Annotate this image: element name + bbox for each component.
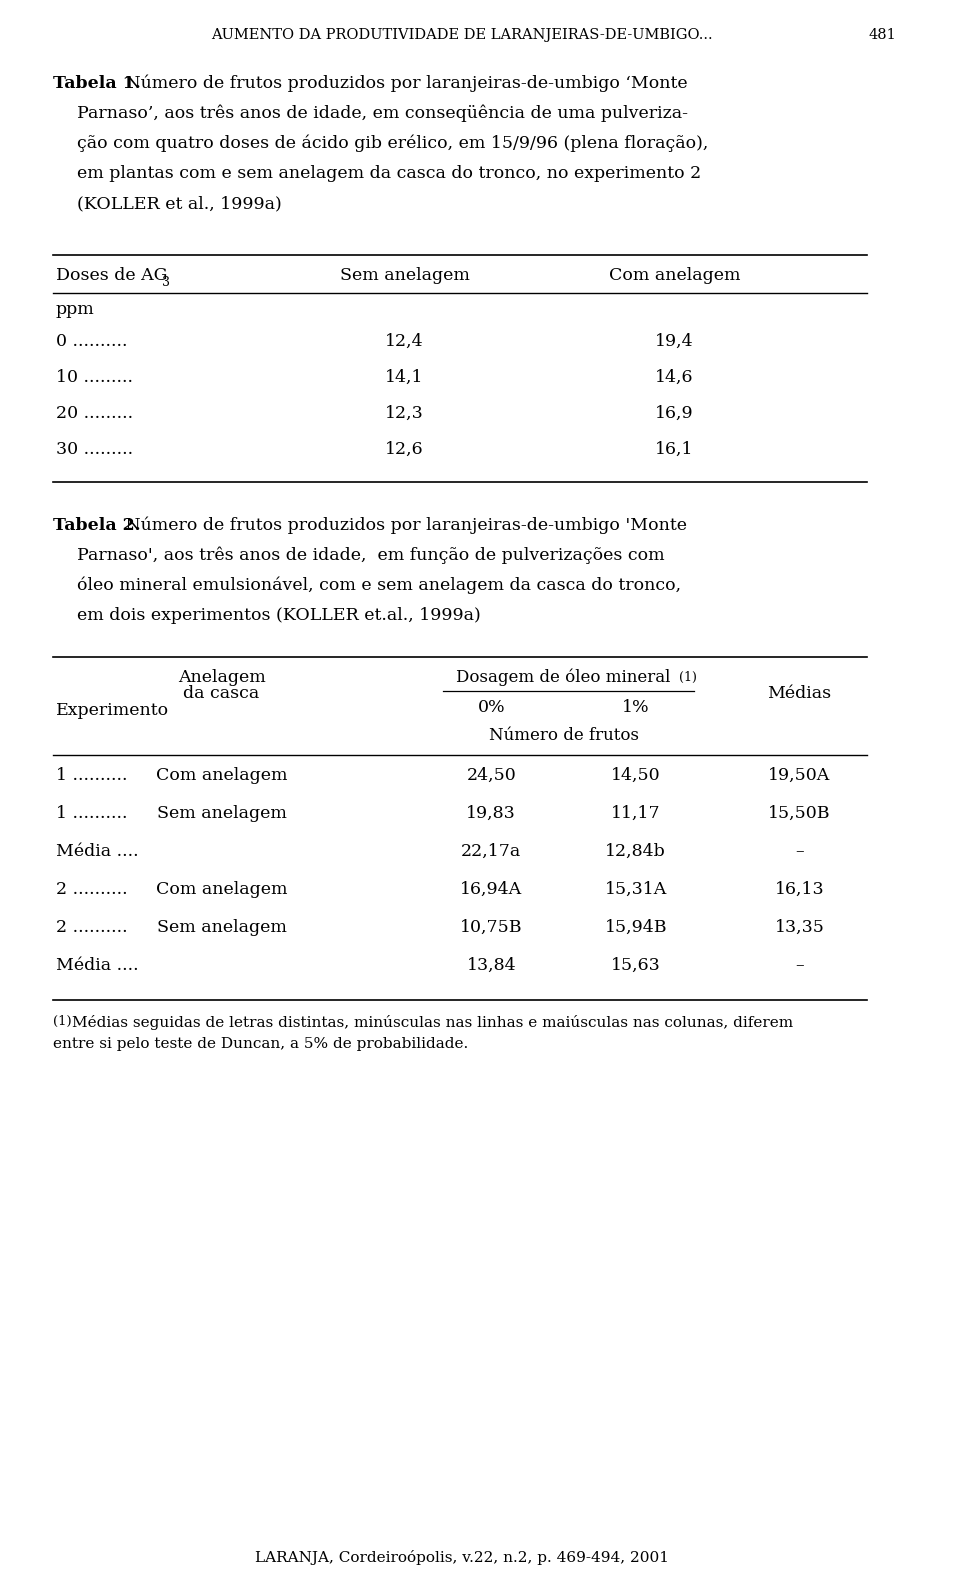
Text: Tabela 1.: Tabela 1. xyxy=(53,75,141,92)
Text: Sem anelagem: Sem anelagem xyxy=(156,919,286,936)
Text: 30 .........: 30 ......... xyxy=(56,441,133,459)
Text: ção com quatro doses de ácido gib erélico, em 15/9/96 (plena floração),: ção com quatro doses de ácido gib erélic… xyxy=(77,135,708,152)
Text: Sem anelagem: Sem anelagem xyxy=(156,805,286,822)
Text: Experimento: Experimento xyxy=(56,701,169,719)
Text: Média ....: Média .... xyxy=(56,957,138,974)
Text: (KOLLER et al., 1999a): (KOLLER et al., 1999a) xyxy=(77,195,282,213)
Text: Anelagem: Anelagem xyxy=(178,670,265,686)
Text: 1%: 1% xyxy=(622,698,650,716)
Text: 16,13: 16,13 xyxy=(775,881,825,898)
Text: 13,84: 13,84 xyxy=(467,957,516,974)
Text: 12,4: 12,4 xyxy=(385,333,424,351)
Text: 12,6: 12,6 xyxy=(385,441,424,459)
Text: 20 .........: 20 ......... xyxy=(56,405,133,422)
Text: em dois experimentos (KOLLER et.al., 1999a): em dois experimentos (KOLLER et.al., 199… xyxy=(77,606,481,624)
Text: Médias: Médias xyxy=(767,686,831,701)
Text: LARANJA, Cordeiroópolis, v.22, n.2, p. 469-494, 2001: LARANJA, Cordeiroópolis, v.22, n.2, p. 4… xyxy=(255,1550,669,1565)
Text: 19,50A: 19,50A xyxy=(768,767,830,784)
Text: Com anelagem: Com anelagem xyxy=(609,267,740,284)
Text: 19,4: 19,4 xyxy=(655,333,694,351)
Text: 22,17a: 22,17a xyxy=(461,843,521,860)
Text: 1 ..........: 1 .......... xyxy=(56,805,128,822)
Text: 1 ..........: 1 .......... xyxy=(56,767,128,784)
Text: Com anelagem: Com anelagem xyxy=(156,881,287,898)
Text: 14,50: 14,50 xyxy=(611,767,660,784)
Text: 15,94B: 15,94B xyxy=(605,919,667,936)
Text: Médias seguidas de letras distintas, minúsculas nas linhas e maiúsculas nas colu: Médias seguidas de letras distintas, min… xyxy=(72,1016,793,1030)
Text: Número de frutos produzidos por laranjeiras-de-umbigo 'Monte: Número de frutos produzidos por laranjei… xyxy=(120,517,687,535)
Text: 11,17: 11,17 xyxy=(611,805,660,822)
Text: 19,83: 19,83 xyxy=(467,805,516,822)
Text: 15,31A: 15,31A xyxy=(605,881,667,898)
Text: Dosagem de óleo mineral: Dosagem de óleo mineral xyxy=(456,670,671,687)
Text: em plantas com e sem anelagem da casca do tronco, no experimento 2: em plantas com e sem anelagem da casca d… xyxy=(77,165,702,183)
Text: 481: 481 xyxy=(868,29,896,41)
Text: 13,35: 13,35 xyxy=(775,919,825,936)
Text: 16,9: 16,9 xyxy=(655,405,694,422)
Text: 16,1: 16,1 xyxy=(655,441,693,459)
Text: (1): (1) xyxy=(53,1016,72,1028)
Text: 2 ..........: 2 .......... xyxy=(56,919,128,936)
Text: 2 ..........: 2 .......... xyxy=(56,881,128,898)
Text: Parnaso', aos três anos de idade,  em função de pulverizações com: Parnaso', aos três anos de idade, em fun… xyxy=(77,548,664,565)
Text: 3: 3 xyxy=(162,276,170,289)
Text: Número de frutos: Número de frutos xyxy=(489,727,638,744)
Text: 12,84b: 12,84b xyxy=(606,843,666,860)
Text: ppm: ppm xyxy=(56,302,95,317)
Text: Média ....: Média .... xyxy=(56,843,138,860)
Text: 0%: 0% xyxy=(477,698,505,716)
Text: Com anelagem: Com anelagem xyxy=(156,767,287,784)
Text: Doses de AG: Doses de AG xyxy=(56,267,167,284)
Text: 12,3: 12,3 xyxy=(385,405,424,422)
Text: Tabela 2.: Tabela 2. xyxy=(53,517,140,533)
Text: 24,50: 24,50 xyxy=(467,767,516,784)
Text: 10,75B: 10,75B xyxy=(460,919,522,936)
Text: 14,6: 14,6 xyxy=(655,370,693,386)
Text: Número de frutos produzidos por laranjeiras-de-umbigo ‘Monte: Número de frutos produzidos por laranjei… xyxy=(120,75,688,92)
Text: (1): (1) xyxy=(679,671,697,684)
Text: AUMENTO DA PRODUTIVIDADE DE LARANJEIRAS-DE-UMBIGO...: AUMENTO DA PRODUTIVIDADE DE LARANJEIRAS-… xyxy=(211,29,713,41)
Text: –: – xyxy=(795,957,804,974)
Text: 14,1: 14,1 xyxy=(385,370,423,386)
Text: Sem anelagem: Sem anelagem xyxy=(340,267,469,284)
Text: 10 .........: 10 ......... xyxy=(56,370,132,386)
Text: 15,50B: 15,50B xyxy=(768,805,830,822)
Text: –: – xyxy=(795,843,804,860)
Text: 16,94A: 16,94A xyxy=(460,881,522,898)
Text: entre si pelo teste de Duncan, a 5% de probabilidade.: entre si pelo teste de Duncan, a 5% de p… xyxy=(53,1036,468,1051)
Text: 15,63: 15,63 xyxy=(611,957,660,974)
Text: da casca: da casca xyxy=(183,686,259,701)
Text: 0 ..........: 0 .......... xyxy=(56,333,128,351)
Text: Parnaso’, aos três anos de idade, em conseqüência de uma pulveriza-: Parnaso’, aos três anos de idade, em con… xyxy=(77,105,688,122)
Text: óleo mineral emulsionável, com e sem anelagem da casca do tronco,: óleo mineral emulsionável, com e sem ane… xyxy=(77,578,682,595)
